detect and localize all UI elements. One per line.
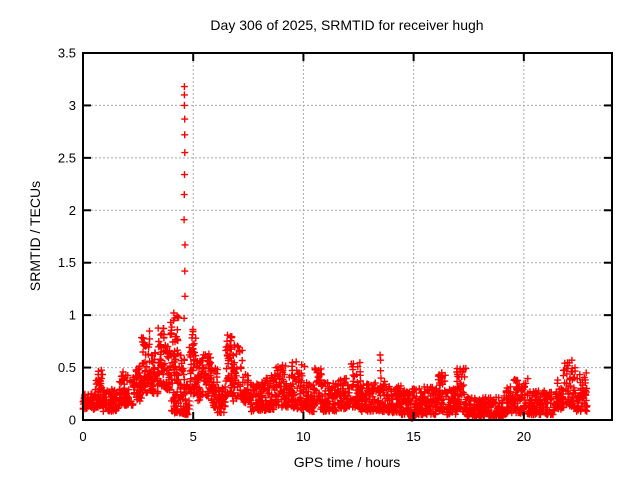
x-tick-label: 5: [190, 429, 197, 444]
y-tick-label: 3.5: [58, 46, 76, 61]
gridlines: [83, 53, 612, 420]
y-tick-label: 1.5: [58, 255, 76, 270]
y-tick-label: 1: [69, 308, 76, 323]
y-tick-label: 3: [69, 98, 76, 113]
y-tick-label: 2.5: [58, 150, 76, 165]
y-axis-label: SRMTID / TECUs: [27, 181, 43, 291]
y-tick-label: 0: [69, 413, 76, 428]
plot-border: [82, 52, 613, 421]
x-tick-label: 0: [79, 429, 86, 444]
scatter-data-points: [79, 83, 591, 422]
chart-title: Day 306 of 2025, SRMTID for receiver hug…: [210, 17, 483, 33]
tick-labels: 0 5 10 15 20 0 0.5 1 1.5 2 2.5 3 3.5: [58, 46, 531, 445]
axis-tick-marks: [82, 52, 612, 421]
x-tick-label: 15: [406, 429, 420, 444]
x-axis-label: GPS time / hours: [294, 454, 401, 470]
x-tick-label: 10: [296, 429, 310, 444]
x-tick-label: 20: [517, 429, 531, 444]
y-tick-label: 2: [69, 203, 76, 218]
y-tick-label: 0.5: [58, 360, 76, 375]
srmtid-plus-markers: [79, 83, 591, 422]
